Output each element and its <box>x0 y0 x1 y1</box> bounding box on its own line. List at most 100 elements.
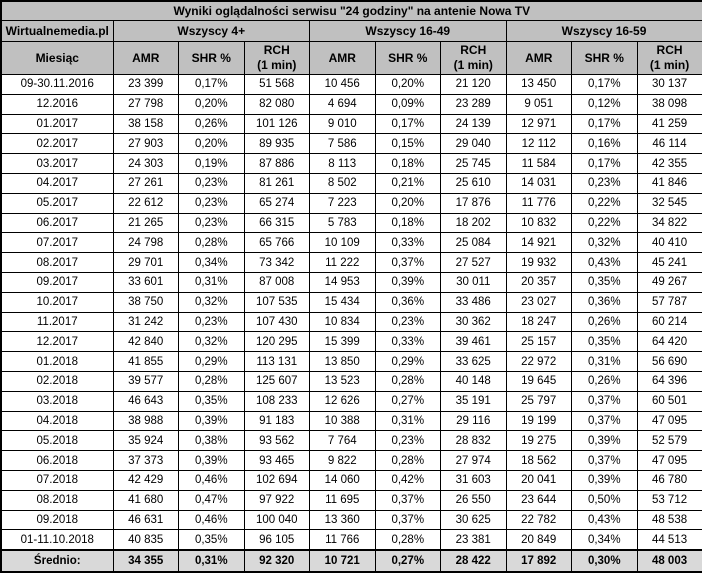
value-cell: 27 974 <box>440 450 507 471</box>
value-cell: 73 342 <box>243 252 310 273</box>
value-cell: 19 199 <box>505 410 572 432</box>
value-cell: 25 745 <box>440 153 507 174</box>
table-row: 04.2017 27 261 0,23% 81 261 8 502 0,21% 25 610… <box>0 172 702 194</box>
value-cell: 0,32% <box>178 331 245 353</box>
value-cell: 0,29% <box>374 351 441 372</box>
value-cell: 0,50% <box>571 489 638 511</box>
table-row: 03.2017 24 303 0,19% 87 886 8 113 0,18% 25 745… <box>0 153 702 174</box>
value-cell: 0,33% <box>374 232 441 254</box>
value-cell: 30 362 <box>440 311 507 333</box>
value-cell: 40 835 <box>112 529 179 551</box>
value-cell: 48 003 <box>636 549 702 573</box>
table-row: 01-11.10.2018 40 835 0,35% 96 105 11 766 0,28… <box>0 529 702 551</box>
value-cell: 0,46% <box>178 469 245 491</box>
value-cell: 107 535 <box>243 291 310 313</box>
value-cell: 0,39% <box>178 410 245 432</box>
value-cell: 0,22% <box>571 192 638 214</box>
value-cell: 41 846 <box>636 172 702 194</box>
table-row: 12.2017 42 840 0,32% 120 295 15 399 0,33% 39 4… <box>0 331 702 353</box>
table-row: 07.2017 24 798 0,28% 65 766 10 109 0,33% 25 08… <box>0 232 702 254</box>
value-cell: 0,23% <box>374 430 441 452</box>
shr-column-header: SHR % <box>571 41 638 75</box>
source-label: Wirtualnemedia.pl <box>0 20 114 42</box>
value-cell: 0,31% <box>178 271 245 293</box>
value-cell: 30 011 <box>440 271 507 293</box>
table-row: 02.2017 27 903 0,20% 89 935 7 586 0,15% 29 040… <box>0 133 702 155</box>
value-cell: 35 191 <box>440 390 507 412</box>
value-cell: 5 783 <box>309 212 376 234</box>
rch-header-line2: (1 min) <box>453 58 493 72</box>
value-cell: 0,26% <box>571 311 638 333</box>
value-cell: 35 924 <box>112 430 179 452</box>
value-cell: 11 222 <box>309 252 376 273</box>
value-cell: 10 456 <box>309 74 376 95</box>
table-row: 09-30.11.2016 23 399 0,17% 51 568 10 456 0,20… <box>0 74 702 95</box>
rch-column-header: RCH (1 min) <box>243 41 310 75</box>
value-cell: 87 886 <box>243 153 310 174</box>
rch-header-line2: (1 min) <box>257 58 297 72</box>
value-cell: 64 420 <box>636 331 702 353</box>
value-cell: 12 971 <box>505 113 572 135</box>
value-cell: 39 577 <box>112 370 179 392</box>
value-cell: 0,18% <box>374 153 441 174</box>
value-cell: 14 031 <box>505 172 572 194</box>
value-cell: 0,36% <box>374 291 441 313</box>
value-cell: 34 822 <box>636 212 702 234</box>
value-cell: 48 538 <box>636 509 702 531</box>
value-cell: 0,39% <box>571 430 638 452</box>
amr-column-header: AMR <box>112 41 179 75</box>
value-cell: 12 626 <box>309 390 376 412</box>
month-cell: 07.2018 <box>0 469 114 491</box>
value-cell: 38 750 <box>112 291 179 313</box>
table-row: 03.2018 46 643 0,35% 108 233 12 626 0,27% 35 1… <box>0 390 702 412</box>
group-header-all-16-49: Wszyscy 16-49 <box>309 20 507 42</box>
value-cell: 0,23% <box>571 172 638 194</box>
value-cell: 0,42% <box>374 469 441 491</box>
amr-column-header: AMR <box>309 41 376 75</box>
value-cell: 23 289 <box>440 93 507 115</box>
value-cell: 0,28% <box>374 529 441 551</box>
value-cell: 33 486 <box>440 291 507 313</box>
value-cell: 60 501 <box>636 390 702 412</box>
value-cell: 30 137 <box>636 74 702 95</box>
value-cell: 8 502 <box>309 172 376 194</box>
value-cell: 44 513 <box>636 529 702 551</box>
value-cell: 22 612 <box>112 192 179 214</box>
value-cell: 41 680 <box>112 489 179 511</box>
value-cell: 0,23% <box>178 192 245 214</box>
table-row: 01.2017 38 158 0,26% 101 126 9 010 0,17% 24 13… <box>0 113 702 135</box>
group-header-all-4plus: Wszyscy 4+ <box>112 20 310 42</box>
value-cell: 7 586 <box>309 133 376 155</box>
value-cell: 0,21% <box>374 172 441 194</box>
value-cell: 42 840 <box>112 331 179 353</box>
value-cell: 0,37% <box>374 509 441 531</box>
month-cell: 02.2017 <box>0 133 114 155</box>
month-cell: 01-11.10.2018 <box>0 529 114 551</box>
value-cell: 89 935 <box>243 133 310 155</box>
value-cell: 0,30% <box>571 549 638 573</box>
value-cell: 29 040 <box>440 133 507 155</box>
value-cell: 10 721 <box>309 549 376 573</box>
table-row: 05.2017 22 612 0,23% 65 274 7 223 0,20% 17 876… <box>0 192 702 214</box>
shr-column-header: SHR % <box>374 41 441 75</box>
month-cell: 09.2017 <box>0 271 114 293</box>
value-cell: 82 080 <box>243 93 310 115</box>
table-row: 07.2018 42 429 0,46% 102 694 14 060 0,42% 31 6… <box>0 469 702 491</box>
rch-column-header: RCH (1 min) <box>636 41 702 75</box>
value-cell: 0,20% <box>178 93 245 115</box>
value-cell: 23 027 <box>505 291 572 313</box>
average-label-cell: Średnio: <box>0 549 114 573</box>
value-cell: 10 109 <box>309 232 376 254</box>
value-cell: 12 112 <box>505 133 572 155</box>
value-cell: 0,16% <box>571 133 638 155</box>
value-cell: 17 892 <box>505 549 572 573</box>
value-cell: 0,39% <box>571 469 638 491</box>
month-cell: 01.2018 <box>0 351 114 372</box>
rch-header-line1: RCH <box>263 43 290 57</box>
value-cell: 0,34% <box>178 252 245 273</box>
value-cell: 19 932 <box>505 252 572 273</box>
value-cell: 23 644 <box>505 489 572 511</box>
value-cell: 92 320 <box>243 549 310 573</box>
table-body: 09-30.11.2016 23 399 0,17% 51 568 10 456 0,20… <box>0 74 702 573</box>
month-cell: 03.2017 <box>0 153 114 174</box>
